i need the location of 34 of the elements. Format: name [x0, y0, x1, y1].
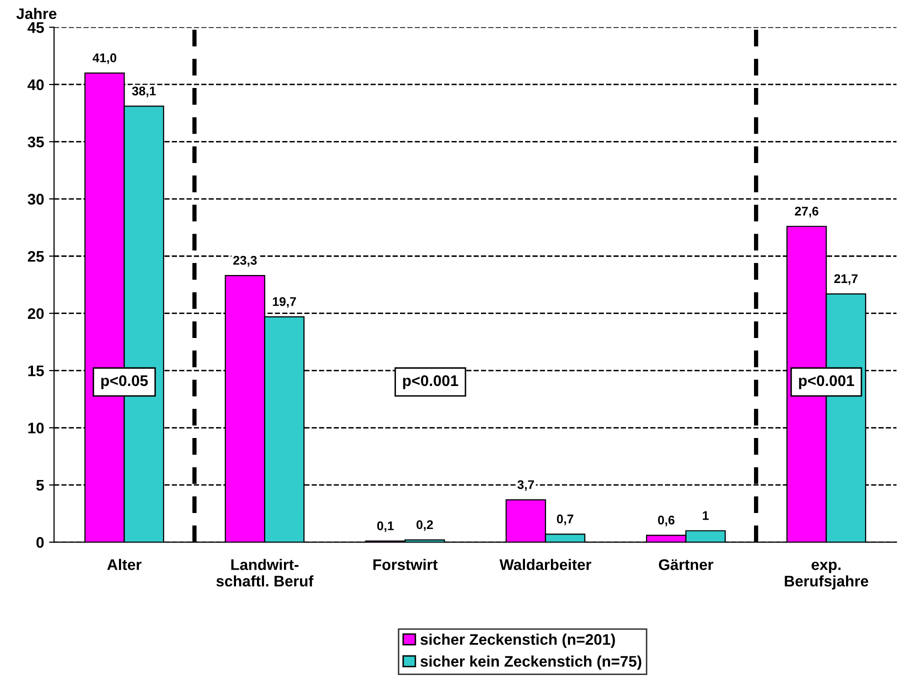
y-tick-label: 30 — [28, 194, 44, 205]
data-label: 27,6 — [794, 206, 818, 218]
annotation: p<0.05 — [101, 375, 148, 390]
y-tick-label: 25 — [28, 250, 44, 262]
data-label: 23,3 — [233, 256, 257, 267]
legend-label: sicher kein Zeckenstich (n=75) — [420, 656, 642, 670]
y-tick-label: 5 — [36, 480, 44, 491]
y-tick-label: 45 — [28, 22, 44, 33]
x-tick-label: Alter — [107, 558, 142, 570]
x-tick-label: exp. Berufsjahre — [784, 562, 868, 590]
data-label: 0,2 — [416, 520, 433, 531]
y-tick-label: 40 — [28, 79, 44, 90]
x-tick-label: Forstwirt — [373, 558, 438, 570]
data-label: 38,1 — [132, 86, 156, 98]
y-tick-label: 20 — [28, 308, 44, 320]
legend-label: sicher Zeckenstich (n=201) — [420, 634, 615, 648]
y-tick-label: 0 — [36, 537, 44, 548]
annotation: p<0.001 — [403, 375, 458, 390]
data-label: 1 — [702, 511, 709, 520]
data-label: 19,7 — [272, 297, 296, 308]
y-axis-title: Jahre — [16, 8, 56, 20]
y-tick-label: 35 — [28, 136, 44, 148]
data-label: 21,7 — [834, 274, 858, 285]
data-label: 0,1 — [377, 521, 394, 532]
data-label: 41,0 — [92, 53, 116, 64]
data-label: 0,7 — [556, 514, 574, 526]
annotation: p<0.001 — [799, 375, 854, 390]
data-label: 0,6 — [658, 516, 674, 526]
x-tick-label: Gärtner — [658, 559, 714, 570]
x-tick-label: Landwirt- schaftl. Beruf — [216, 558, 314, 587]
y-tick-label: 15 — [28, 366, 44, 376]
data-label: 3,7 — [517, 480, 534, 491]
x-tick-label: Waldarbeiter — [500, 558, 592, 570]
y-tick-label: 10 — [28, 422, 44, 434]
